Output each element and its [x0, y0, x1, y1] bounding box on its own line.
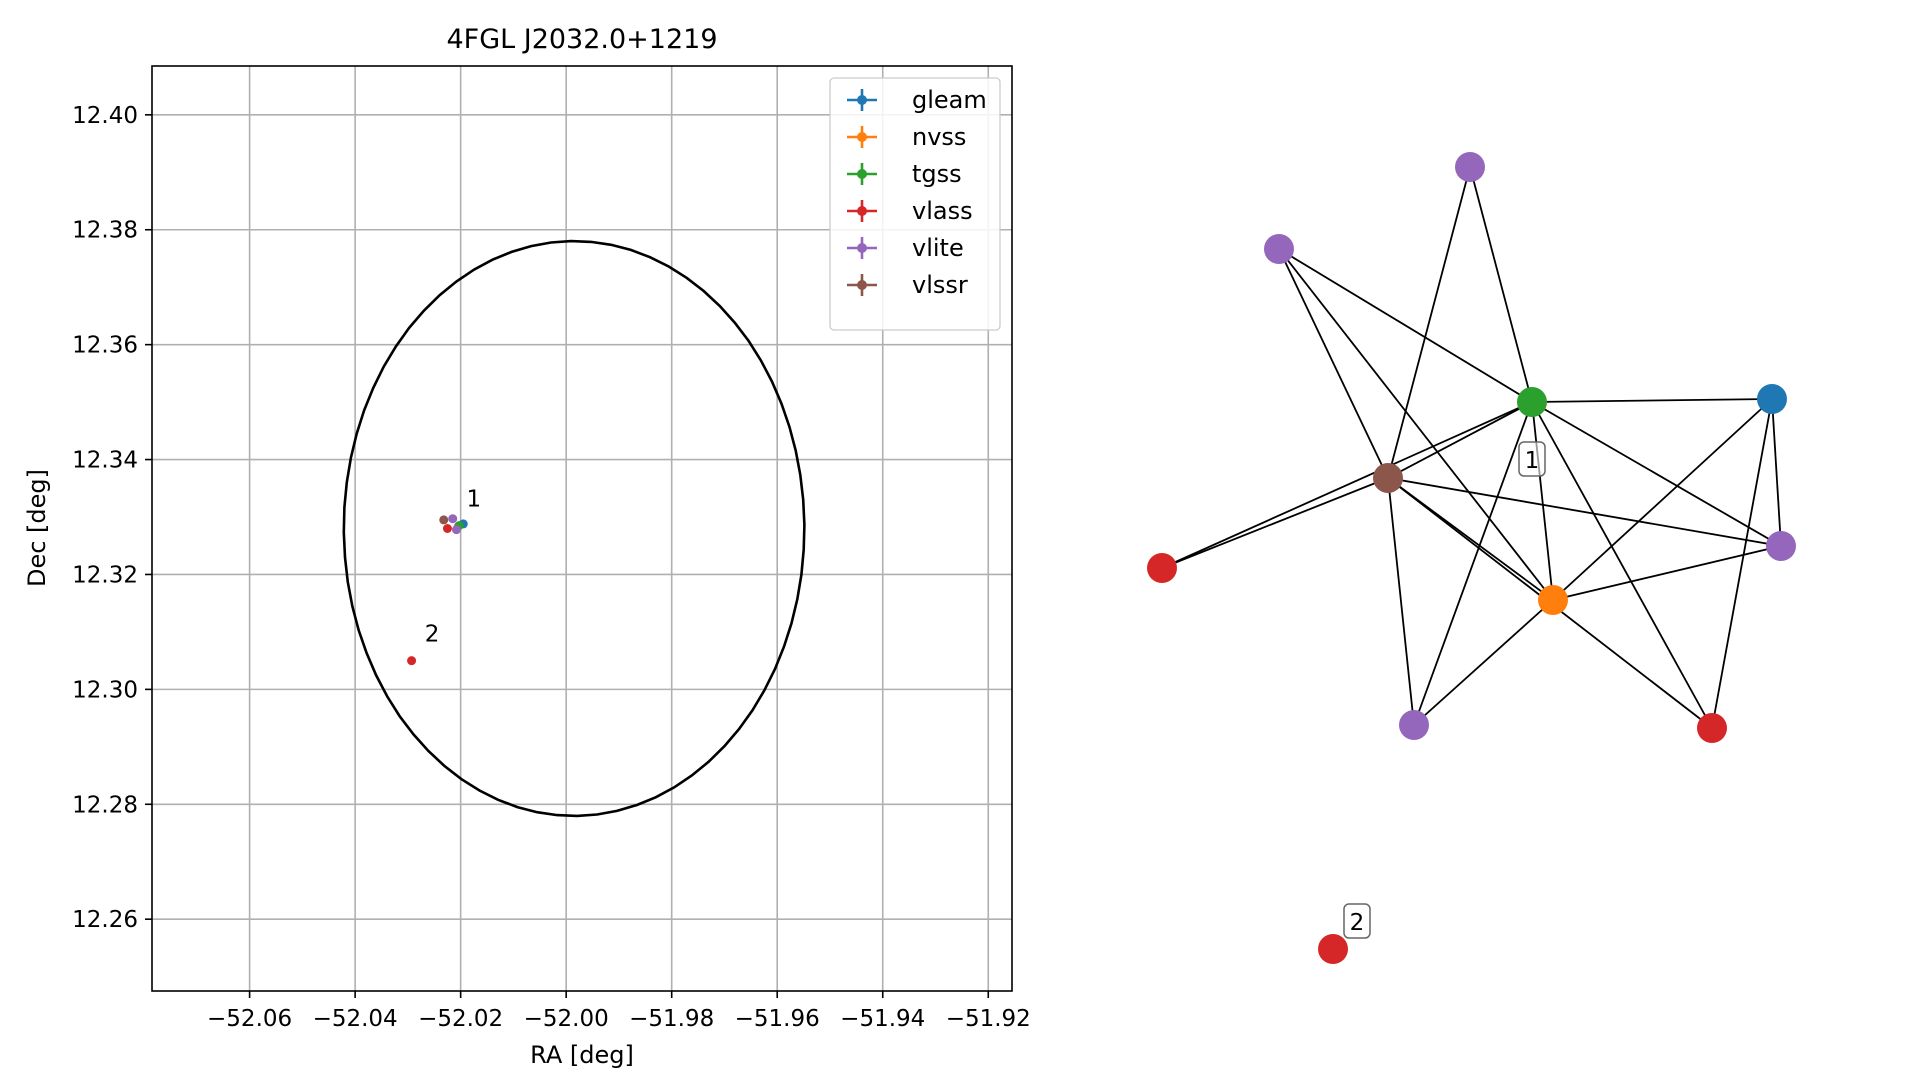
edge-green-brown: [1387, 401, 1533, 479]
point-annotations: 12: [425, 487, 481, 648]
node-purple_right: [1766, 531, 1796, 561]
network-label-box: [1518, 441, 1546, 477]
network-label-2: 2: [1343, 903, 1371, 939]
edge-blue-purple_right: [1771, 398, 1782, 547]
x-tick-label: −52.06: [207, 1006, 292, 1032]
error-ellipse: [342, 239, 806, 818]
x-axis-label: RA [deg]: [530, 1041, 634, 1069]
y-axis-ticks: 12.26 12.28 12.30 12.32 12.34 12.36 12.38 12.40: [72, 103, 152, 933]
edge-brown-purple_right: [1387, 477, 1782, 547]
legend-label: gleam: [912, 86, 987, 114]
node-blue: [1757, 384, 1787, 414]
network-edges: [1161, 166, 1782, 729]
legend-label: vlite: [912, 234, 964, 262]
edge-orange-purple_bottom: [1413, 599, 1554, 726]
legend-marker-dot: [857, 132, 867, 142]
node-purple_bottom: [1399, 710, 1429, 740]
node-red_right: [1697, 713, 1727, 743]
y-axis-label: Dec [deg]: [23, 469, 51, 587]
edge-blue-red_right: [1711, 398, 1773, 729]
legend-marker-dot: [857, 243, 867, 253]
chart-title: 4FGL J2032.0+1219: [446, 24, 717, 55]
network-label-text: 2: [1350, 910, 1365, 936]
node-brown: [1373, 463, 1403, 493]
network-label-1: 1: [1518, 441, 1546, 477]
legend-label: tgss: [912, 160, 962, 188]
point-vlass: [407, 656, 417, 666]
legend-label: vlssr: [912, 271, 968, 299]
y-tick-label: 12.36: [72, 333, 138, 359]
edge-purple_top-green: [1469, 166, 1533, 403]
legend-marker-dot: [857, 206, 867, 216]
legend-label: vlass: [912, 197, 973, 225]
y-tick-label: 12.40: [72, 103, 138, 129]
annotation-label: 1: [466, 487, 481, 513]
legend-entry-nvss: nvss: [847, 123, 966, 151]
edge-orange-purple_right: [1552, 545, 1782, 601]
x-tick-label: −51.98: [629, 1006, 714, 1032]
edge-purple_left-orange: [1278, 248, 1554, 601]
localization-ellipse: [342, 239, 806, 818]
x-tick-label: −51.96: [735, 1006, 820, 1032]
network-panel: 12: [1147, 152, 1796, 964]
x-axis-ticks: −52.06 −52.04 −52.02 −52.00 −51.98 −51.96 −51.…: [207, 991, 1031, 1032]
edge-purple_top-brown: [1387, 166, 1471, 479]
edge-green-purple_bottom: [1413, 401, 1533, 726]
point-vlssr: [439, 515, 449, 525]
point-vlite: [448, 514, 458, 524]
legend-marker-dot: [857, 169, 867, 179]
legend-entry-vlite: vlite: [847, 234, 964, 262]
x-tick-label: −51.94: [840, 1006, 925, 1032]
edge-green-purple_right: [1531, 401, 1782, 547]
edge-green-blue: [1531, 398, 1773, 403]
data-points: [407, 514, 468, 666]
x-tick-label: −52.04: [313, 1006, 398, 1032]
legend-label: nvss: [912, 123, 966, 151]
legend-entry-vlssr: vlssr: [847, 271, 968, 299]
y-tick-label: 12.26: [72, 907, 138, 933]
node-red_left: [1147, 553, 1177, 583]
point-vlass: [442, 524, 452, 533]
x-tick-label: −52.00: [524, 1006, 609, 1032]
annotation-label: 2: [425, 622, 440, 648]
y-tick-label: 12.28: [72, 792, 138, 818]
network-label-text: 1: [1525, 448, 1540, 474]
y-tick-label: 12.34: [72, 448, 138, 474]
legend-box: [829, 77, 1001, 331]
plot-frame: [151, 65, 1013, 992]
edge-purple_left-brown: [1278, 248, 1389, 479]
edge-green-orange: [1531, 401, 1554, 601]
legend-marker-dot: [857, 280, 867, 290]
edge-purple_left-green: [1278, 248, 1533, 403]
x-tick-label: −52.02: [418, 1006, 503, 1032]
x-tick-label: −51.92: [946, 1006, 1031, 1032]
network-labels: 12: [1343, 441, 1546, 939]
edge-green-red_left: [1161, 401, 1533, 569]
edge-brown-purple_bottom: [1387, 477, 1415, 726]
node-orange: [1538, 585, 1568, 615]
scatter-panel: 4FGL J2032.0+1219 12 −52.06 −52.04 −52.02−…: [23, 24, 1031, 1069]
edge-brown-red_left: [1161, 477, 1389, 569]
legend-marker-dot: [857, 95, 867, 105]
node-green: [1517, 387, 1547, 417]
network-nodes: [1147, 152, 1796, 964]
legend-entry-vlass: vlass: [847, 197, 973, 225]
node-red_isolated: [1318, 934, 1348, 964]
y-tick-label: 12.38: [72, 218, 138, 244]
edge-green-red_right: [1531, 401, 1713, 729]
network-label-box: [1343, 903, 1371, 939]
point-vlite: [451, 525, 461, 535]
node-purple_left: [1264, 234, 1294, 264]
edge-blue-orange: [1552, 398, 1773, 601]
y-tick-label: 12.30: [72, 677, 138, 703]
grid-lines: [152, 66, 1012, 991]
node-purple_top: [1455, 152, 1485, 182]
legend-entry-gleam: gleam: [847, 86, 987, 114]
y-tick-label: 12.32: [72, 562, 138, 588]
legend: gleam nvss tgss vlass vlite vlssr: [829, 77, 1001, 331]
legend-entry-tgss: tgss: [847, 160, 962, 188]
